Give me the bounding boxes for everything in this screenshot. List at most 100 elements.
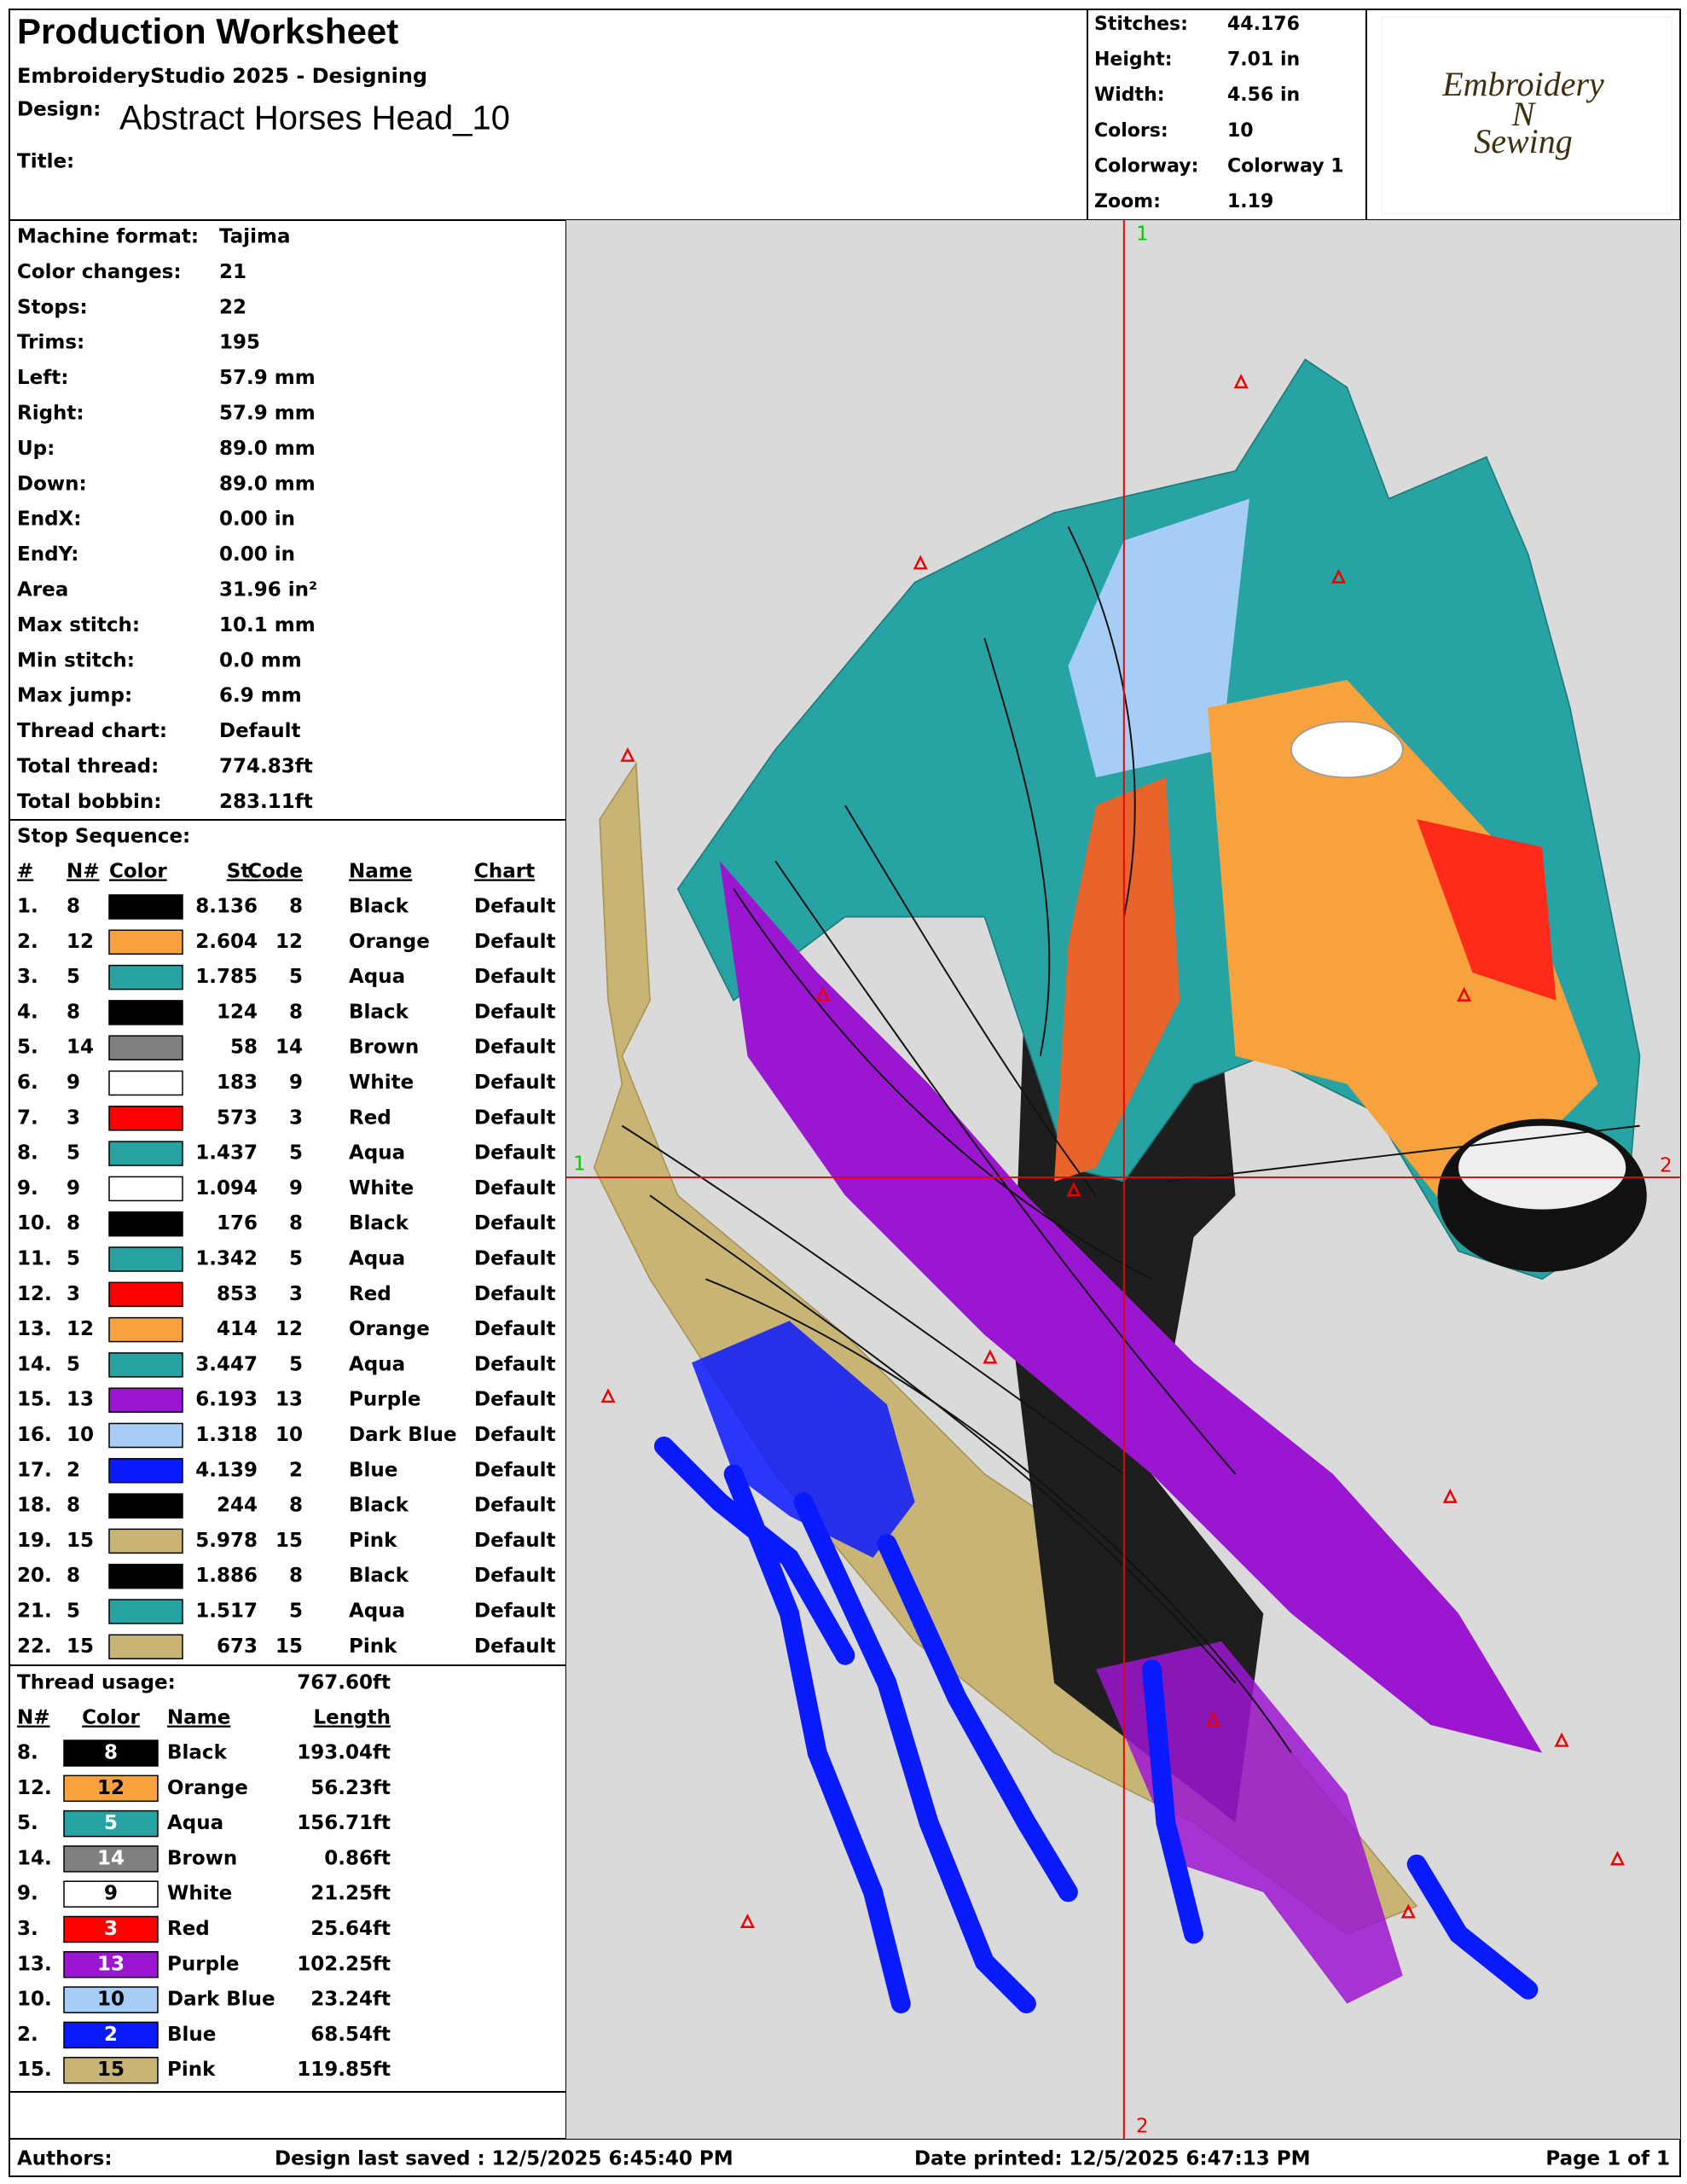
thread-length: 119.85ft — [297, 2059, 391, 2081]
thread-length: 21.25ft — [310, 1883, 391, 1905]
color-swatch — [108, 964, 183, 990]
info-label: Total bobbin: — [17, 791, 162, 813]
stop-number: 5. — [17, 1037, 38, 1059]
stop-number: 14. — [17, 1353, 52, 1375]
column-header: Color — [82, 1707, 140, 1729]
needle: 8 — [67, 1001, 80, 1023]
code: 5 — [289, 1142, 303, 1165]
info-label: Trims: — [17, 332, 84, 354]
code: 5 — [289, 966, 303, 988]
code: 8 — [289, 896, 303, 918]
swatch-number: 2 — [104, 2024, 118, 2046]
purple-lower — [1096, 1641, 1403, 2004]
stitches: 176 — [217, 1212, 258, 1234]
axis-marker: 2 — [1660, 1155, 1673, 1177]
needle: 2. — [17, 2024, 38, 2046]
needle: 15 — [67, 1530, 94, 1552]
thread-name: Black — [349, 1565, 409, 1587]
info-value: 6.9 mm — [219, 685, 302, 707]
stop-number: 12. — [17, 1283, 52, 1305]
color-swatch — [63, 1880, 159, 1908]
info-label: Stops: — [17, 296, 88, 318]
stat-label: Height: — [1094, 49, 1173, 71]
thread-name: Aqua — [167, 1812, 223, 1834]
color-swatch — [63, 2021, 159, 2049]
thread-name: Purple — [349, 1389, 421, 1411]
info-label: Min stitch: — [17, 649, 135, 671]
swatch-number: 9 — [104, 1883, 118, 1905]
column-header: # — [17, 861, 33, 883]
thread-length: 193.04ft — [297, 1742, 391, 1764]
stat-value: Colorway 1 — [1227, 155, 1344, 177]
thread-name: Black — [349, 896, 409, 918]
column-header: N# — [17, 1707, 50, 1729]
code: 14 — [275, 1037, 303, 1059]
color-swatch — [108, 1387, 183, 1413]
info-value: 283.11ft — [219, 791, 313, 813]
color-swatch — [63, 1986, 159, 2013]
info-value: 57.9 mm — [219, 403, 316, 425]
stitches: 853 — [217, 1283, 258, 1305]
needle: 15. — [17, 2059, 52, 2081]
info-value: 89.0 mm — [219, 473, 316, 495]
swatch-number: 8 — [104, 1742, 118, 1764]
needle: 5 — [67, 1142, 80, 1165]
info-value: 774.83ft — [219, 756, 313, 778]
stitches: 244 — [217, 1495, 258, 1517]
swatch-number: 14 — [97, 1847, 125, 1869]
stop-number: 9. — [17, 1177, 38, 1199]
code: 12 — [275, 931, 303, 953]
info-value: 21 — [219, 261, 246, 283]
color-swatch — [108, 1281, 183, 1308]
stitches: 1.517 — [195, 1600, 258, 1623]
color-swatch — [108, 1176, 183, 1202]
code: 8 — [289, 1495, 303, 1517]
blue-body — [692, 1321, 915, 1558]
color-swatch — [63, 1845, 159, 1873]
column-header: Code — [247, 861, 303, 883]
needle: 8 — [67, 1565, 80, 1587]
design-name: Abstract Horses Head_10 — [119, 100, 510, 137]
column-header: Length — [314, 1707, 391, 1729]
thread-name: Red — [349, 1283, 391, 1305]
thread-name: Black — [349, 1495, 409, 1517]
info-label: Up: — [17, 438, 55, 460]
info-value: 57.9 mm — [219, 367, 316, 389]
chart: Default — [474, 1424, 555, 1446]
footer-authors: Authors: — [17, 2148, 113, 2170]
thread-name: Brown — [349, 1037, 419, 1059]
stitches: 1.342 — [195, 1248, 258, 1270]
code: 12 — [275, 1318, 303, 1340]
color-swatch — [108, 1458, 183, 1484]
stop-number: 19. — [17, 1530, 52, 1552]
thread-name: Orange — [167, 1777, 248, 1799]
thread-name: Aqua — [349, 1142, 405, 1165]
chart: Default — [474, 1177, 555, 1199]
stop-number: 2. — [17, 931, 38, 953]
thread-name: White — [349, 1072, 414, 1094]
needle: 13. — [17, 1953, 52, 1975]
jump-lines — [621, 526, 1640, 1754]
thread-name: Orange — [349, 931, 430, 953]
color-swatch — [108, 1528, 183, 1554]
software: EmbroideryStudio 2025 - Designing — [17, 64, 427, 88]
info-label: Max stitch: — [17, 614, 140, 636]
needle: 14. — [17, 1847, 52, 1869]
stop-number: 21. — [17, 1600, 52, 1623]
info-label: EndY: — [17, 543, 78, 566]
needle: 10. — [17, 1989, 52, 2011]
code: 8 — [289, 1001, 303, 1023]
section-title: Thread usage: — [17, 1672, 176, 1694]
chart: Default — [474, 1635, 555, 1658]
column-header: St. — [227, 861, 258, 883]
color-swatch — [108, 1634, 183, 1660]
info-label: Color changes: — [17, 261, 182, 283]
color-swatch — [108, 1493, 183, 1519]
needle: 5 — [67, 1353, 80, 1375]
thread-name: Red — [167, 1918, 210, 1940]
face-orange — [1207, 679, 1598, 1223]
stitches: 1.318 — [195, 1424, 258, 1446]
code: 15 — [275, 1635, 303, 1658]
swatch-number: 12 — [97, 1777, 125, 1799]
info-label: Down: — [17, 473, 87, 495]
